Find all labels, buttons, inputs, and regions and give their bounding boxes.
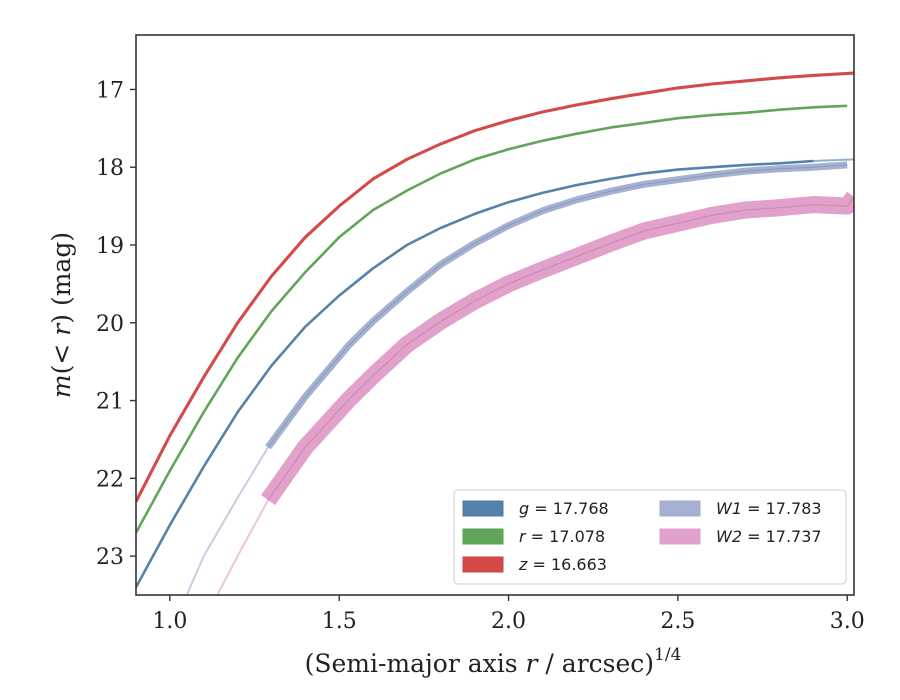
y-tick-label: 20 bbox=[96, 312, 124, 337]
y-axis-label-close: ) (mag) bbox=[47, 232, 76, 324]
x-tick-label: 3.0 bbox=[830, 609, 865, 634]
y-axis-label-lt: < bbox=[47, 336, 76, 365]
y-tick-label: 18 bbox=[96, 156, 124, 181]
legend-swatch-w2 bbox=[659, 528, 701, 545]
legend-swatch-w1 bbox=[659, 500, 701, 517]
legend-label-r: r = 17.078 bbox=[519, 527, 605, 546]
legend-label-w1: W1 = 17.783 bbox=[716, 499, 822, 518]
legend-label-z: z = 16.663 bbox=[518, 555, 607, 574]
y-tick-label: 22 bbox=[96, 467, 124, 492]
x-tick-label: 1.0 bbox=[152, 609, 187, 634]
legend-swatch-r bbox=[462, 528, 504, 545]
series-z-band bbox=[136, 71, 854, 503]
x-axis-label-base: (Semi-major axis bbox=[305, 649, 526, 678]
series-g-faint-line bbox=[813, 158, 854, 162]
series-w1-median bbox=[267, 164, 848, 448]
series-g-band bbox=[136, 159, 814, 588]
legend-swatch-z bbox=[462, 556, 504, 573]
legend: g = 17.768 r = 17.078 z = 16.663 W1 = 17.78… bbox=[453, 489, 847, 585]
legend-swatch-g bbox=[462, 500, 504, 517]
x-axis-label: (Semi-major axis r / arcsec)1/4 bbox=[305, 645, 682, 678]
y-axis-label: m(< r) (mag) bbox=[47, 232, 76, 398]
y-tick-label: 23 bbox=[96, 545, 124, 570]
y-axis-label-m: m bbox=[47, 374, 76, 398]
x-tick-label: 2.5 bbox=[660, 609, 695, 634]
x-axis-label-sup: 1/4 bbox=[654, 645, 681, 665]
y-tick-label: 19 bbox=[96, 234, 124, 259]
series-w2-band bbox=[261, 191, 854, 506]
x-tick-label: 1.5 bbox=[322, 609, 357, 634]
y-axis-label-r: r bbox=[47, 322, 76, 336]
x-axis-label-rest: / arcsec) bbox=[537, 649, 654, 678]
y-tick-label: 17 bbox=[96, 78, 124, 103]
series-r-band bbox=[136, 104, 848, 534]
x-tick-label: 2.0 bbox=[491, 609, 526, 634]
axis-ticks: 1.0 1.5 2.0 2.5 3.0 17 18 19 20 21 22 23 bbox=[96, 78, 865, 634]
y-tick-label: 21 bbox=[96, 390, 124, 415]
legend-box bbox=[453, 489, 847, 585]
legend-label-g: g = 17.768 bbox=[519, 499, 609, 518]
y-axis-label-open: ( bbox=[47, 365, 76, 375]
plot-frame bbox=[135, 34, 855, 596]
x-axis-label-var: r bbox=[526, 649, 540, 678]
legend-label-w2: W2 = 17.737 bbox=[716, 527, 822, 546]
series-w2-median bbox=[267, 196, 854, 501]
plot-area bbox=[136, 71, 854, 595]
series-w2-faint-line bbox=[216, 499, 269, 595]
series-w1-faint-line bbox=[185, 446, 269, 595]
